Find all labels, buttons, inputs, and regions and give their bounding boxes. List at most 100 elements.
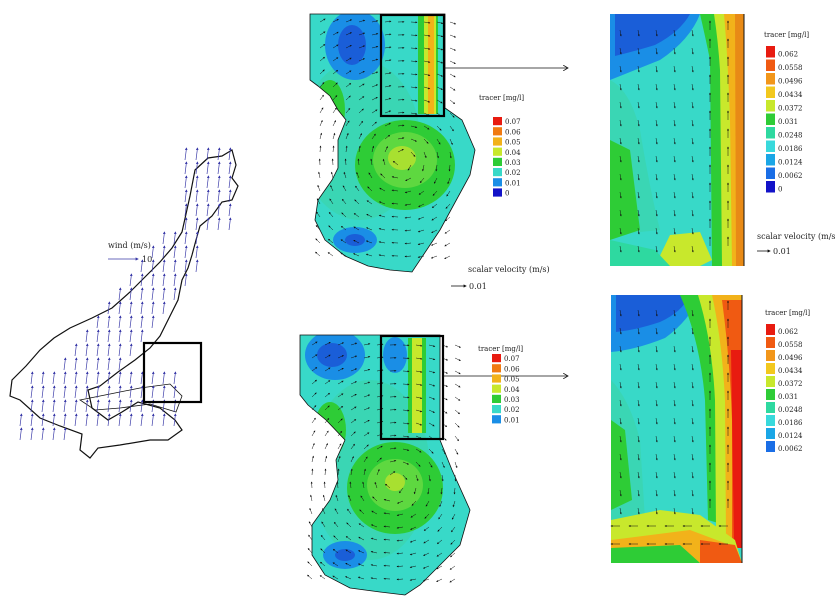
velocity-vector bbox=[350, 381, 357, 385]
wind-vector bbox=[63, 413, 67, 427]
velocity-vector bbox=[691, 155, 694, 163]
velocity-vector bbox=[315, 251, 321, 257]
velocity-vector bbox=[365, 240, 373, 244]
velocity-vector bbox=[637, 65, 640, 73]
velocity-vector bbox=[449, 565, 456, 570]
velocity-vector bbox=[371, 121, 377, 127]
velocity-vector bbox=[691, 381, 694, 389]
legend-level-label: 0.031 bbox=[778, 393, 798, 401]
velocity-vector bbox=[389, 471, 396, 476]
legend-swatch bbox=[766, 363, 775, 374]
velocity-vector bbox=[407, 164, 412, 171]
velocity-vector bbox=[332, 145, 335, 153]
velocity-vector bbox=[691, 119, 694, 127]
velocity-vector bbox=[655, 155, 658, 163]
legend-swatch bbox=[492, 394, 501, 403]
legend-level-label: 0.0372 bbox=[778, 105, 803, 113]
wind-vector bbox=[30, 413, 34, 427]
velocity-vector bbox=[337, 455, 341, 463]
velocity-vector bbox=[441, 474, 444, 482]
velocity-vector bbox=[619, 309, 622, 317]
wind-vector bbox=[52, 399, 56, 413]
velocity-vector bbox=[619, 155, 622, 163]
wind-vector bbox=[195, 245, 199, 259]
velocity-vector bbox=[673, 245, 676, 253]
velocity-vector bbox=[691, 345, 694, 353]
velocity-vector bbox=[397, 149, 404, 153]
wind-vector bbox=[107, 385, 111, 399]
velocity-vector bbox=[371, 32, 379, 36]
wind-vector bbox=[162, 231, 166, 245]
zoom-panel-top-right bbox=[610, 14, 745, 266]
velocity-vector bbox=[432, 190, 438, 196]
velocity-vector bbox=[673, 155, 676, 163]
velocity-vector bbox=[319, 132, 323, 140]
velocity-vector bbox=[423, 99, 431, 103]
velocity-vector bbox=[383, 525, 391, 528]
velocity-vector bbox=[342, 185, 347, 192]
velocity-vector bbox=[378, 227, 386, 231]
velocity-vector bbox=[619, 417, 622, 425]
legend-level-label: 0.0248 bbox=[778, 406, 803, 414]
velocity-vector bbox=[691, 173, 694, 181]
wind-vector bbox=[85, 357, 89, 371]
velocity-vector bbox=[434, 177, 438, 184]
velocity-vector bbox=[691, 363, 694, 371]
velocity-vector bbox=[319, 145, 322, 153]
velocity-vector bbox=[655, 327, 658, 335]
velocity-vector bbox=[384, 59, 392, 62]
velocity-vector bbox=[337, 468, 340, 476]
velocity-vector bbox=[370, 564, 378, 567]
velocity-vector bbox=[673, 345, 676, 353]
velocity-vector bbox=[637, 101, 640, 109]
legend-level-label: 0.0558 bbox=[778, 341, 803, 349]
velocity-vector bbox=[422, 565, 430, 569]
wind-vector bbox=[184, 245, 188, 259]
velocity-vector bbox=[673, 209, 676, 217]
velocity-vector bbox=[376, 445, 383, 450]
velocity-vector bbox=[311, 341, 318, 346]
wind-vector bbox=[30, 399, 34, 413]
velocity-vector bbox=[311, 367, 318, 372]
legend-swatch bbox=[492, 415, 501, 424]
wind-vector bbox=[217, 147, 221, 161]
velocity-vector bbox=[691, 101, 694, 109]
velocity-vector bbox=[350, 468, 353, 476]
wind-vector bbox=[96, 413, 100, 427]
velocity-vector bbox=[389, 459, 397, 463]
wind-vector bbox=[118, 329, 122, 343]
velocity-vector bbox=[359, 509, 365, 515]
velocity-vector bbox=[358, 145, 361, 153]
velocity-vector bbox=[436, 138, 441, 145]
velocity-vector bbox=[449, 73, 456, 78]
velocity-vector bbox=[637, 363, 640, 371]
wind-vector bbox=[228, 147, 232, 161]
wind-vector bbox=[140, 399, 144, 413]
velocity-vector bbox=[404, 216, 412, 219]
velocity-vector bbox=[345, 108, 351, 114]
velocity-vector bbox=[358, 536, 365, 541]
velocity-vector bbox=[409, 552, 417, 556]
wind-vector bbox=[96, 357, 100, 371]
velocity-vector bbox=[365, 253, 373, 257]
velocity-vector bbox=[428, 344, 436, 348]
velocity-vector bbox=[311, 417, 316, 424]
legend-level-label: 0.031 bbox=[778, 118, 798, 126]
velocity-vector bbox=[637, 227, 640, 235]
legend-level-label: 0.0496 bbox=[778, 354, 803, 362]
velocity-vector bbox=[324, 367, 331, 372]
velocity-vector bbox=[324, 380, 331, 385]
velocity-vector bbox=[318, 171, 321, 179]
velocity-vector bbox=[637, 119, 640, 127]
velocity-vector bbox=[337, 443, 342, 450]
velocity-vector bbox=[637, 83, 640, 91]
velocity-vector bbox=[324, 430, 329, 437]
velocity-vector bbox=[328, 211, 334, 218]
wind-vector bbox=[140, 371, 144, 385]
velocity-vector bbox=[347, 508, 352, 515]
wind-vector bbox=[162, 301, 166, 315]
wind-vector bbox=[129, 385, 133, 399]
velocity-vector bbox=[439, 500, 443, 508]
velocity-vector bbox=[330, 171, 334, 179]
velocity-vector bbox=[350, 443, 355, 450]
